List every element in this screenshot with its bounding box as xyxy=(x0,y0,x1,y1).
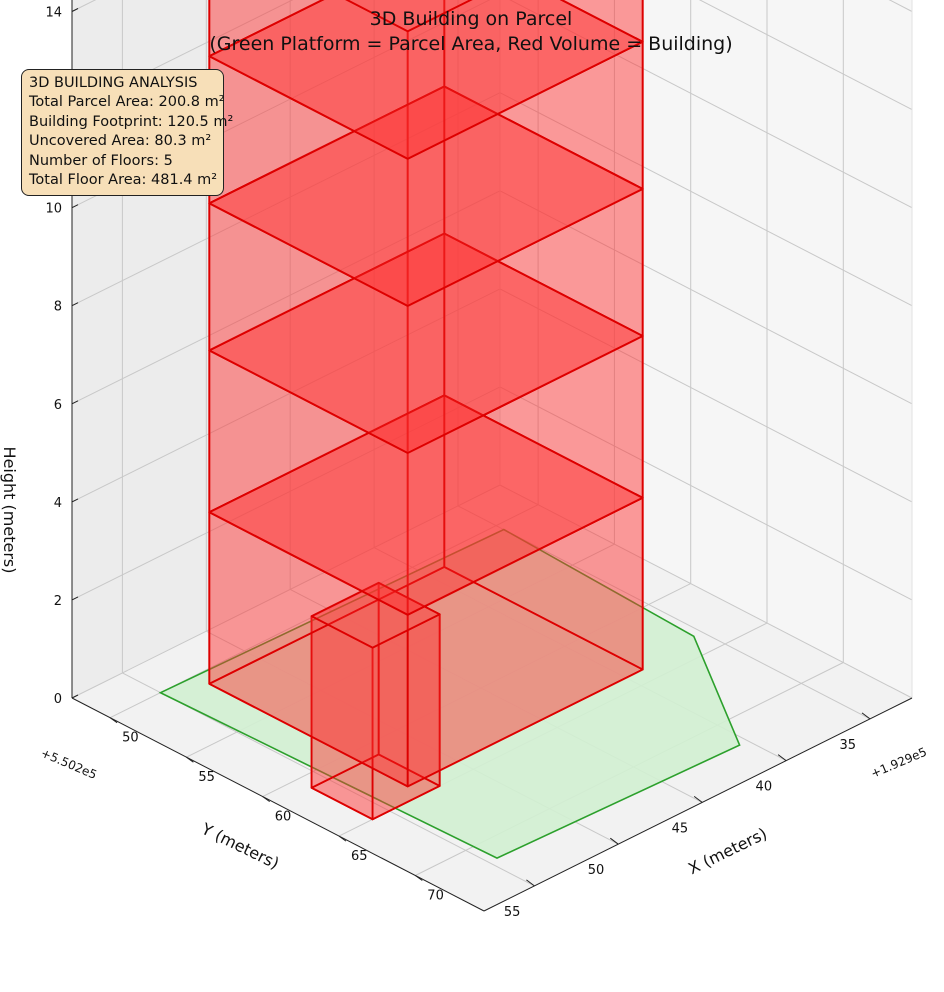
right-back-pane xyxy=(500,0,912,698)
building-volume-4-top xyxy=(345,0,473,33)
info-line-footprint: Building Footprint: 120.5 m² xyxy=(29,113,234,130)
z-tick-2 xyxy=(71,596,79,601)
z-tick-10 xyxy=(71,204,79,209)
grid-z-right-4 xyxy=(499,288,913,503)
info-line-floor-area: Total Floor Area: 481.4 m² xyxy=(29,172,218,189)
building-volume-3-top xyxy=(208,0,644,160)
grid-z-left-0 xyxy=(71,484,501,699)
x-tick-label-55: 55 xyxy=(198,770,215,785)
grid-z-right-12 xyxy=(698,0,913,111)
building-volume-1-top xyxy=(208,232,644,454)
x-axis-offset: +1.929e5 xyxy=(869,745,929,781)
grid-z-right-0 xyxy=(499,484,913,699)
y-axis-offset: +5.502e5 xyxy=(39,746,99,782)
z-tick-label-10: 10 xyxy=(45,202,62,217)
grid-y-floor-35 xyxy=(457,505,871,720)
grid-z-left-6 xyxy=(71,190,501,405)
y-tick-40 xyxy=(777,754,787,761)
z-tick-label-8: 8 xyxy=(54,300,62,315)
y-tick-55 xyxy=(526,879,535,887)
x-tick-label-65: 65 xyxy=(351,849,368,864)
y-tick-35 xyxy=(861,712,871,720)
z-tick-label-4: 4 xyxy=(54,496,62,511)
chart-title: 3D Building on Parcel xyxy=(370,8,573,30)
z-axis-label: Height (meters) xyxy=(0,447,19,574)
x-tick-70 xyxy=(415,875,423,881)
x-tick-60 xyxy=(262,796,270,803)
y-tick-label-35: 35 xyxy=(839,738,856,753)
y-tick-label-40: 40 xyxy=(756,780,773,795)
axis-panes xyxy=(72,0,912,911)
y-tick-45 xyxy=(693,796,703,803)
chart-subtitle: (Green Platform = Parcel Area, Red Volum… xyxy=(209,33,732,55)
x-tick-label-50: 50 xyxy=(122,731,139,746)
x-tick-label-60: 60 xyxy=(275,810,292,825)
x-tick-50 xyxy=(109,717,118,724)
x-tick-label-70: 70 xyxy=(427,889,444,904)
grid-z-right-2 xyxy=(499,386,913,601)
z-tick-8 xyxy=(71,302,79,307)
data-layer xyxy=(158,0,741,859)
y-tick-label-50: 50 xyxy=(588,863,605,878)
x-tick-55 xyxy=(186,756,194,763)
z-tick-label-2: 2 xyxy=(54,594,62,609)
info-box-title: 3D BUILDING ANALYSIS xyxy=(29,75,198,91)
grid-z-right-10 xyxy=(509,0,913,209)
y-tick-label-45: 45 xyxy=(672,821,689,836)
axis-lines xyxy=(71,0,913,912)
info-line-uncovered: Uncovered Area: 80.3 m² xyxy=(29,133,212,150)
info-line-parcel-area: Total Parcel Area: 200.8 m² xyxy=(29,94,225,111)
z-tick-label-14: 14 xyxy=(45,6,62,21)
z-tick-label-6: 6 xyxy=(54,398,62,413)
grid-z-right-8 xyxy=(499,92,913,307)
building-volume-5-top xyxy=(310,581,441,649)
y-tick-label-55: 55 xyxy=(504,905,521,920)
z-tick-4 xyxy=(71,498,79,503)
z-tick-14 xyxy=(71,8,79,12)
z-tick-6 xyxy=(71,400,79,405)
grid-z-left-4 xyxy=(71,288,501,503)
building-volume-2-top xyxy=(208,85,644,307)
y-tick-50 xyxy=(609,837,619,845)
grid-z-left-2 xyxy=(71,386,501,601)
parcel-platform xyxy=(158,528,741,859)
building-volume-0-top xyxy=(208,394,644,616)
grid-z-left-8 xyxy=(71,92,501,307)
analysis-info-box: 3D BUILDING ANALYSIS Total Parcel Area: … xyxy=(21,69,234,197)
x-tick-65 xyxy=(338,835,347,842)
x-axis-label: X (meters) xyxy=(685,824,770,878)
z-tick-label-0: 0 xyxy=(54,692,62,707)
y-axis-label: Y (meters) xyxy=(198,819,283,873)
info-line-floors: Number of Floors: 5 xyxy=(29,152,173,169)
z-tick-0 xyxy=(71,694,79,699)
x-axis-line xyxy=(483,697,913,912)
